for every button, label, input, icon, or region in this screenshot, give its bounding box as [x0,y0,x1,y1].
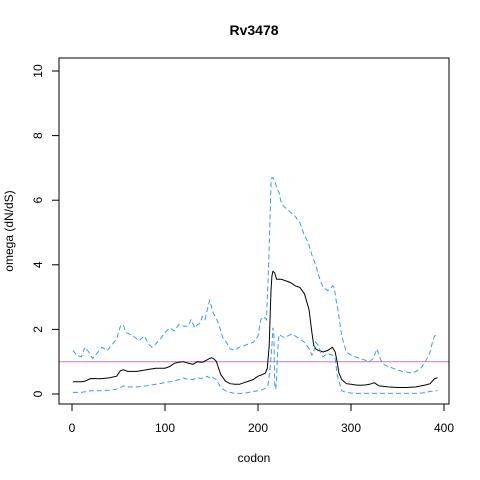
x-tick-label: 0 [69,421,76,435]
y-tick-label: 2 [31,326,45,333]
x-axis: 0 100 200 300 400 [69,403,454,435]
chart-title: Rv3478 [229,22,278,38]
y-tick-label: 4 [31,261,45,268]
plot-frame [58,57,450,405]
y-tick-label: 0 [31,390,45,397]
y-tick-label: 8 [31,132,45,139]
series-line-ci-upper [72,177,438,374]
plot-area [59,177,449,394]
series-line-ci-lower [72,327,438,394]
y-axis: 0 2 4 6 8 10 [31,64,60,397]
y-tick-label: 6 [31,197,45,204]
y-tick-label: 10 [31,64,45,78]
x-tick-label: 200 [248,421,268,435]
y-axis-label: omega (dN/dS) [2,190,16,271]
x-tick-label: 300 [341,421,361,435]
x-tick-label: 400 [434,421,454,435]
x-axis-label: codon [238,451,271,465]
x-tick-label: 100 [155,421,175,435]
series-line-omega [72,270,438,388]
